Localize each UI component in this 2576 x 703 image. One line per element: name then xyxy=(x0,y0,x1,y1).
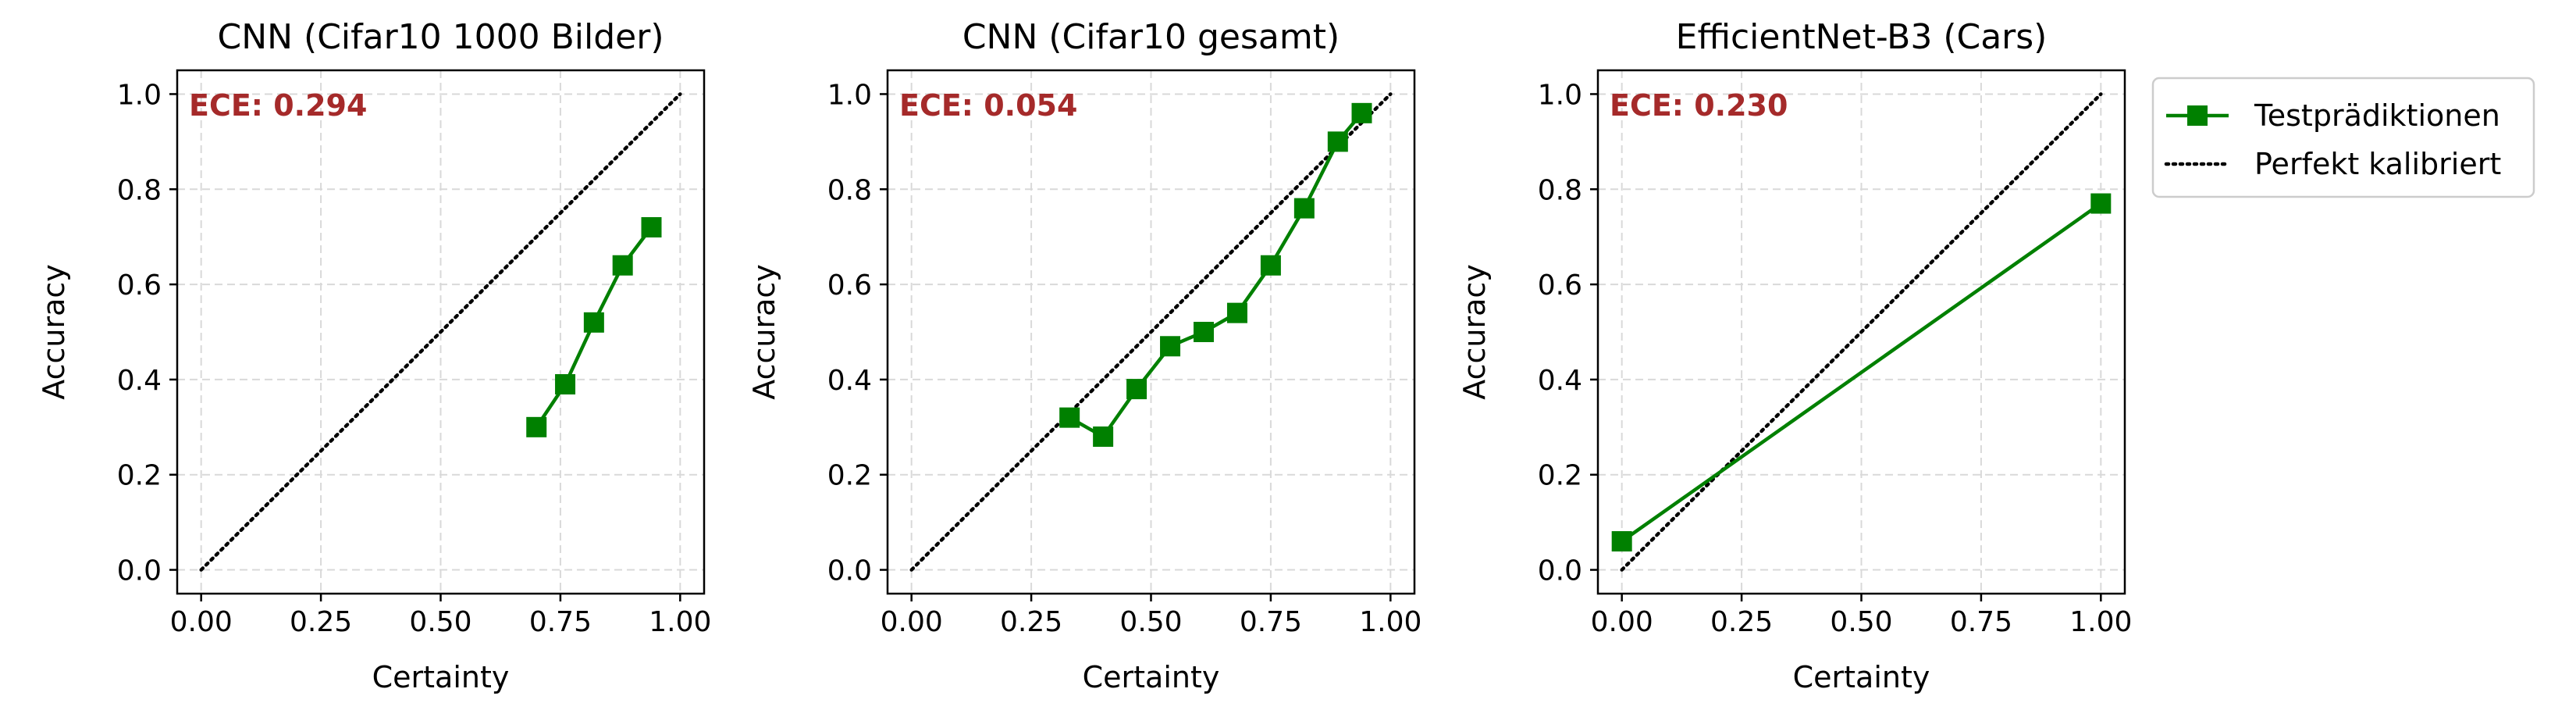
chart-panel-1: 0.00 0.25 0.50 0.75 1.00 0.0 0.2 0.4 0.6 0.8 1.0 CN… xyxy=(37,17,711,694)
data-point-marker xyxy=(641,217,662,237)
x-tick-label: 0.75 xyxy=(1240,606,1302,638)
y-tick-label: 0.0 xyxy=(827,555,872,587)
y-tick-label: 0.0 xyxy=(1538,555,1582,587)
y-tick-label: 0.4 xyxy=(117,365,162,397)
data-point-marker xyxy=(1611,531,1632,551)
legend-label: Perfekt kalibriert xyxy=(2254,147,2501,181)
x-tick-label: 0.00 xyxy=(881,606,943,638)
y-tick-label: 1.0 xyxy=(827,79,872,111)
x-tick-label: 0.50 xyxy=(409,606,471,638)
x-axis-label: Certainty xyxy=(1793,660,1930,694)
data-point-marker xyxy=(2090,193,2112,214)
y-tick-label: 0.2 xyxy=(827,460,872,492)
data-point-marker xyxy=(1194,322,1214,342)
chart-panel-2: 0.00 0.25 0.50 0.75 1.00 0.0 0.2 0.4 0.6 0.8 1.0 CN… xyxy=(747,17,1421,694)
perfect-calibration-line xyxy=(199,92,682,572)
y-tick-label: 0.0 xyxy=(117,555,162,587)
y-axis-label: Accuracy xyxy=(747,264,781,400)
x-tick-label: 0.25 xyxy=(1000,606,1062,638)
data-point-marker xyxy=(1059,407,1080,428)
data-point-marker xyxy=(612,255,633,276)
x-axis-label: Certainty xyxy=(372,660,510,694)
data-point-marker xyxy=(1293,198,1315,219)
x-tick-label: 0.25 xyxy=(290,606,352,638)
legend-marker-sample xyxy=(2187,105,2208,126)
data-point-marker xyxy=(555,374,576,394)
x-tick-label: 0.25 xyxy=(1710,606,1773,638)
perfect-calibration-line xyxy=(909,92,1393,572)
data-point-marker xyxy=(1160,336,1181,357)
chart-title: CNN (Cifar10 gesamt) xyxy=(962,17,1340,57)
y-axis-label: Accuracy xyxy=(1457,264,1492,400)
series-line-testpraediktionen xyxy=(1069,112,1364,439)
y-tick-label: 0.8 xyxy=(827,174,872,206)
data-point-marker xyxy=(1126,379,1147,400)
x-axis-label: Certainty xyxy=(1083,660,1220,694)
x-tick-label: 0.75 xyxy=(529,606,592,638)
ece-annotation: ECE: 0.294 xyxy=(189,88,367,123)
x-tick-label: 0.50 xyxy=(1119,606,1182,638)
y-tick-label: 1.0 xyxy=(1538,79,1582,111)
y-tick-label: 0.4 xyxy=(827,365,872,397)
ece-annotation: ECE: 0.054 xyxy=(899,88,1077,123)
legend: Testprädiktionen Perfekt kalibriert xyxy=(2151,77,2535,198)
x-tick-label: 0.50 xyxy=(1830,606,1892,638)
x-tick-label: 0.00 xyxy=(1591,606,1653,638)
y-tick-label: 0.8 xyxy=(117,174,162,206)
legend-box xyxy=(2151,77,2535,198)
x-tick-label: 1.00 xyxy=(2069,606,2132,638)
x-tick-label: 0.00 xyxy=(170,606,233,638)
y-tick-label: 0.6 xyxy=(1538,269,1582,302)
y-tick-label: 0.2 xyxy=(117,460,162,492)
data-point-marker xyxy=(1226,302,1247,323)
x-tick-label: 1.00 xyxy=(1359,606,1421,638)
series-line-testpraediktionen xyxy=(1621,202,2102,543)
chart-panel-3: 0.00 0.25 0.50 0.75 1.00 0.0 0.2 0.4 0.6 0.8 1.0 Ef… xyxy=(1457,17,2132,694)
perfect-calibration-line xyxy=(1620,92,2103,572)
y-tick-label: 0.4 xyxy=(1538,365,1582,397)
y-tick-label: 0.2 xyxy=(1538,460,1582,492)
data-point-marker xyxy=(1093,426,1114,447)
ece-annotation: ECE: 0.230 xyxy=(1610,88,1788,123)
data-point-marker xyxy=(1351,102,1372,123)
chart-title: CNN (Cifar10 1000 Bilder) xyxy=(217,17,664,57)
data-point-marker xyxy=(1260,255,1281,276)
y-axis-label: Accuracy xyxy=(37,264,71,400)
data-point-marker xyxy=(583,312,604,333)
data-point-marker xyxy=(1327,131,1348,152)
legend-label: Testprädiktionen xyxy=(2254,98,2500,133)
y-tick-label: 0.6 xyxy=(827,269,872,302)
data-point-marker xyxy=(526,416,547,437)
x-tick-label: 0.75 xyxy=(1950,606,2012,638)
y-tick-label: 0.6 xyxy=(117,269,162,302)
y-tick-label: 1.0 xyxy=(117,79,162,111)
chart-title: EfficientNet-B3 (Cars) xyxy=(1676,17,2048,57)
x-tick-label: 1.00 xyxy=(649,606,711,638)
y-tick-label: 0.8 xyxy=(1538,174,1582,206)
